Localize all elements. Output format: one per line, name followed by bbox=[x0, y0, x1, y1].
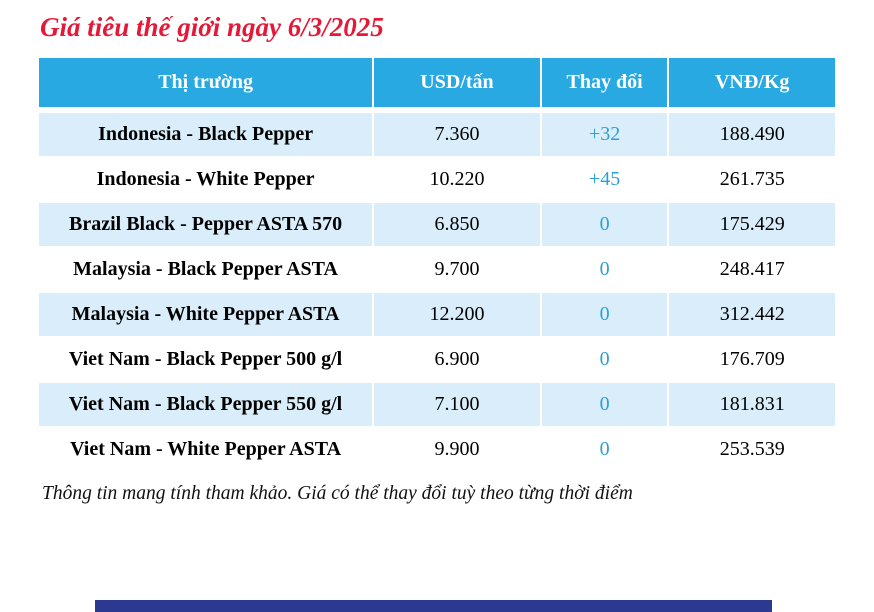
vnd-cell: 176.709 bbox=[667, 336, 837, 383]
market-cell: Viet Nam - White Pepper ASTA bbox=[36, 426, 375, 473]
usd-cell: 7.360 bbox=[372, 109, 542, 158]
table-row: Indonesia - Black Pepper 7.360 +32 188.490 bbox=[36, 109, 837, 158]
vnd-cell: 188.490 bbox=[667, 109, 837, 158]
change-cell: 0 bbox=[539, 291, 670, 338]
change-cell: +32 bbox=[539, 109, 670, 158]
vnd-cell: 312.442 bbox=[667, 291, 837, 338]
usd-cell: 7.100 bbox=[372, 381, 542, 428]
market-cell: Indonesia - White Pepper bbox=[36, 156, 375, 203]
market-cell: Malaysia - White Pepper ASTA bbox=[36, 291, 375, 338]
change-cell: 0 bbox=[539, 201, 670, 248]
vnd-cell: 253.539 bbox=[667, 426, 837, 473]
vnd-cell: 181.831 bbox=[667, 381, 837, 428]
market-cell: Viet Nam - Black Pepper 550 g/l bbox=[36, 381, 375, 428]
bottom-bar bbox=[95, 600, 772, 612]
table-row: Viet Nam - Black Pepper 500 g/l 6.900 0 176… bbox=[36, 336, 837, 383]
usd-cell: 6.850 bbox=[372, 201, 542, 248]
market-cell: Brazil Black - Pepper ASTA 570 bbox=[36, 201, 375, 248]
change-cell: 0 bbox=[539, 246, 670, 293]
usd-cell: 10.220 bbox=[372, 156, 542, 203]
table-row: Indonesia - White Pepper 10.220 +45 261.735 bbox=[36, 156, 837, 203]
change-cell: 0 bbox=[539, 426, 670, 473]
table-header-row: Thị trường USD/tấn Thay đổi VNĐ/Kg bbox=[36, 56, 837, 113]
market-cell: Malaysia - Black Pepper ASTA bbox=[36, 246, 375, 293]
page-title: Giá tiêu thế giới ngày 6/3/2025 bbox=[40, 12, 384, 42]
usd-cell: 12.200 bbox=[372, 291, 542, 338]
change-cell: 0 bbox=[539, 381, 670, 428]
table-row: Viet Nam - Black Pepper 550 g/l 7.100 0 181… bbox=[36, 381, 837, 428]
vnd-cell: 248.417 bbox=[667, 246, 837, 293]
table-row: Malaysia - Black Pepper ASTA 9.700 0 248.41… bbox=[36, 246, 837, 293]
vnd-cell: 175.429 bbox=[667, 201, 837, 248]
table-row: Malaysia - White Pepper ASTA 12.200 0 312.4… bbox=[36, 291, 837, 338]
column-header-3: VNĐ/Kg bbox=[667, 56, 837, 113]
footnote: Thông tin mang tính tham khảo. Giá có th… bbox=[42, 483, 633, 504]
table-row: Brazil Black - Pepper ASTA 570 6.850 0 175.… bbox=[36, 201, 837, 248]
usd-cell: 9.900 bbox=[372, 426, 542, 473]
market-cell: Indonesia - Black Pepper bbox=[36, 109, 375, 158]
market-cell: Viet Nam - Black Pepper 500 g/l bbox=[36, 336, 375, 383]
pepper-price-table: Thị trường USD/tấn Thay đổi VNĐ/Kg Indonesi… bbox=[36, 56, 837, 473]
usd-cell: 6.900 bbox=[372, 336, 542, 383]
change-cell: +45 bbox=[539, 156, 670, 203]
usd-cell: 9.700 bbox=[372, 246, 542, 293]
column-header-1: USD/tấn bbox=[372, 56, 542, 113]
column-header-0: Thị trường bbox=[36, 56, 375, 113]
change-cell: 0 bbox=[539, 336, 670, 383]
vnd-cell: 261.735 bbox=[667, 156, 837, 203]
column-header-2: Thay đổi bbox=[539, 56, 670, 113]
table-row: Viet Nam - White Pepper ASTA 9.900 0 253.53… bbox=[36, 426, 837, 473]
